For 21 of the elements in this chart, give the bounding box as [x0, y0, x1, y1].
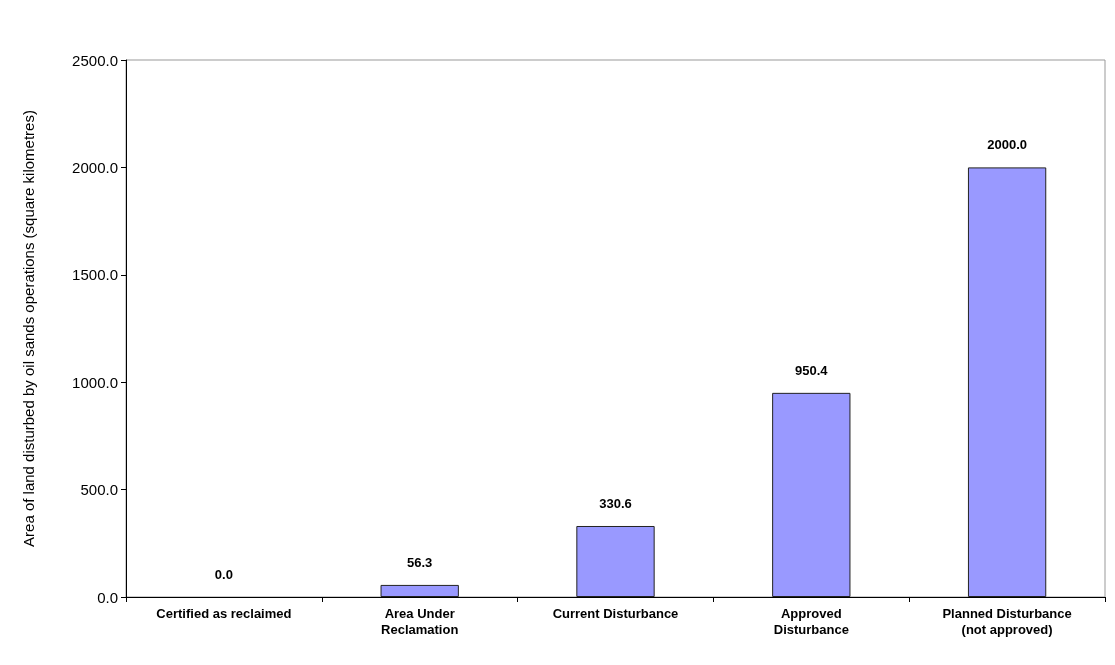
x-tick-label: Certified as reclaimed	[156, 605, 292, 621]
bar	[772, 392, 851, 597]
y-tick-label: 1000.0	[72, 373, 118, 391]
bar	[576, 525, 655, 597]
y-tick-label: 0.0	[97, 588, 118, 606]
data-label: 2000.0	[987, 137, 1027, 153]
y-tick-label: 1500.0	[72, 266, 118, 284]
y-axis-title: Area of land disturbed by oil sands operations (square kilometres)	[20, 110, 37, 547]
y-tick-label: 500.0	[80, 481, 118, 499]
x-tick-label: Approved Disturbance	[773, 605, 849, 637]
data-label: 56.3	[407, 554, 433, 570]
y-tick-label: 2000.0	[72, 158, 118, 176]
data-label: 0.0	[214, 567, 233, 582]
x-tick-label: Planned Disturbance (not approved)	[942, 605, 1072, 637]
x-tick-label: Current Disturbance	[552, 605, 679, 621]
data-label: 330.6	[599, 495, 632, 511]
data-label: 950.4	[795, 362, 829, 378]
bar	[380, 584, 459, 597]
bar	[967, 167, 1047, 597]
y-tick-label: 2500.0	[72, 51, 118, 69]
x-tick-label: Area Under Reclamation	[381, 605, 459, 637]
